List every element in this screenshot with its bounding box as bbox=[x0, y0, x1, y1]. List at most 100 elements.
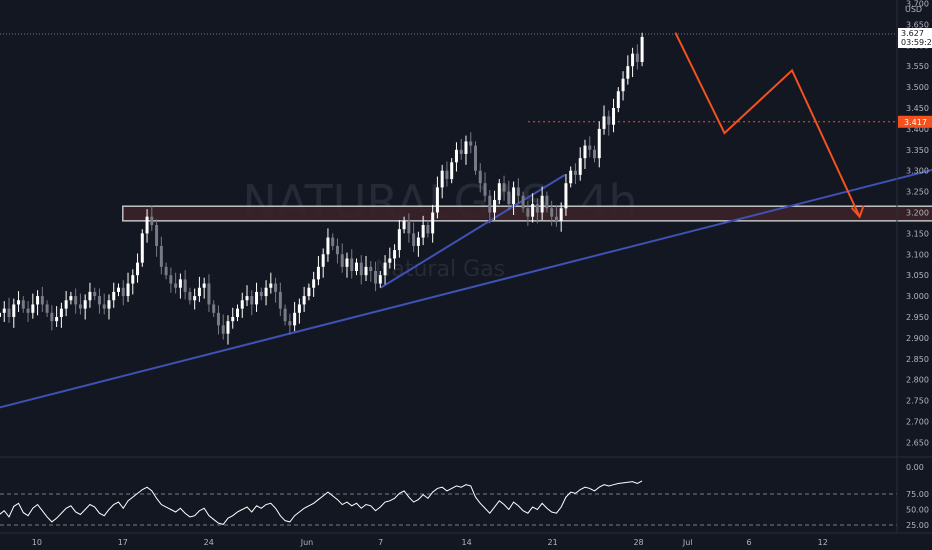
candle-body[interactable] bbox=[2, 308, 6, 313]
candle-body[interactable] bbox=[178, 279, 182, 288]
candle-body[interactable] bbox=[312, 279, 316, 288]
candle-body[interactable] bbox=[259, 291, 263, 297]
candle-body[interactable] bbox=[221, 325, 225, 334]
candle-body[interactable] bbox=[621, 78, 625, 92]
candle-body[interactable] bbox=[188, 291, 192, 301]
candle-body[interactable] bbox=[207, 283, 211, 305]
candle-body[interactable] bbox=[236, 308, 239, 317]
candle-body[interactable] bbox=[416, 237, 420, 246]
candle-body[interactable] bbox=[474, 145, 477, 171]
candle-body[interactable] bbox=[359, 262, 363, 276]
candle-body[interactable] bbox=[212, 304, 216, 313]
candle-body[interactable] bbox=[245, 296, 249, 301]
candle-body[interactable] bbox=[374, 271, 378, 284]
candle-body[interactable] bbox=[255, 291, 259, 305]
candle-body[interactable] bbox=[454, 149, 458, 163]
candle-body[interactable] bbox=[545, 195, 549, 209]
candle-body[interactable] bbox=[293, 312, 297, 326]
candle-body[interactable] bbox=[107, 300, 111, 309]
candle-body[interactable] bbox=[26, 308, 30, 313]
candle-body[interactable] bbox=[278, 291, 282, 309]
candle-body[interactable] bbox=[121, 287, 125, 297]
candle-body[interactable] bbox=[74, 296, 78, 305]
candle-body[interactable] bbox=[507, 191, 511, 205]
candle-body[interactable] bbox=[626, 66, 630, 79]
price-pane[interactable] bbox=[0, 32, 932, 409]
candle-body[interactable] bbox=[183, 279, 187, 292]
candle-body[interactable] bbox=[573, 170, 577, 175]
rsi-axis[interactable]: 0.00 75.00 50.00 25.00 bbox=[906, 463, 929, 530]
candle-body[interactable] bbox=[93, 291, 97, 297]
candle-body[interactable] bbox=[369, 266, 373, 272]
candle-body[interactable] bbox=[616, 91, 620, 108]
candle-body[interactable] bbox=[516, 187, 520, 196]
candle-body[interactable] bbox=[531, 204, 535, 217]
candle-body[interactable] bbox=[321, 254, 325, 267]
candle-body[interactable] bbox=[535, 204, 539, 213]
candle-body[interactable] bbox=[202, 283, 206, 288]
candle-body[interactable] bbox=[193, 296, 197, 301]
candle-body[interactable] bbox=[164, 266, 168, 276]
candle-body[interactable] bbox=[240, 300, 244, 309]
candle-body[interactable] bbox=[302, 296, 306, 305]
candle-body[interactable] bbox=[564, 183, 568, 209]
candle-body[interactable] bbox=[578, 158, 582, 175]
candle-body[interactable] bbox=[593, 149, 596, 159]
candle-body[interactable] bbox=[597, 128, 601, 159]
candle-body[interactable] bbox=[174, 283, 178, 288]
candle-body[interactable] bbox=[88, 291, 92, 301]
candle-body[interactable] bbox=[388, 258, 392, 263]
candle-body[interactable] bbox=[521, 195, 525, 209]
candle-body[interactable] bbox=[612, 107, 616, 125]
candle-body[interactable] bbox=[488, 195, 492, 213]
candle-body[interactable] bbox=[131, 275, 135, 284]
candle-body[interactable] bbox=[297, 304, 301, 313]
candle-body[interactable] bbox=[45, 304, 49, 313]
candle-body[interactable] bbox=[497, 183, 501, 200]
projection-path[interactable] bbox=[674, 32, 861, 218]
candle-body[interactable] bbox=[112, 291, 116, 301]
candle-body[interactable] bbox=[554, 216, 558, 221]
candle-body[interactable] bbox=[526, 208, 530, 217]
candle-body[interactable] bbox=[136, 262, 140, 276]
candle-body[interactable] bbox=[502, 183, 506, 192]
candle-body[interactable] bbox=[540, 195, 544, 213]
candle-body[interactable] bbox=[426, 225, 430, 234]
candle-body[interactable] bbox=[97, 296, 101, 305]
candle-body[interactable] bbox=[607, 116, 611, 125]
candle-body[interactable] bbox=[31, 304, 35, 313]
candle-body[interactable] bbox=[364, 266, 368, 276]
candle-body[interactable] bbox=[407, 220, 411, 234]
candle-body[interactable] bbox=[559, 208, 563, 221]
candle-body[interactable] bbox=[383, 262, 387, 276]
candle-body[interactable] bbox=[602, 116, 606, 129]
candle-body[interactable] bbox=[40, 296, 44, 305]
candle-body[interactable] bbox=[459, 149, 463, 154]
candle-body[interactable] bbox=[393, 250, 397, 259]
candle-body[interactable] bbox=[378, 275, 382, 284]
candle-body[interactable] bbox=[231, 316, 235, 322]
candle-body[interactable] bbox=[464, 141, 468, 154]
candle-body[interactable] bbox=[402, 220, 406, 230]
candle-body[interactable] bbox=[631, 53, 635, 67]
candle-body[interactable] bbox=[169, 275, 173, 284]
candle-body[interactable] bbox=[340, 254, 344, 267]
candle-body[interactable] bbox=[12, 304, 16, 317]
candle-body[interactable] bbox=[469, 141, 473, 146]
candle-body[interactable] bbox=[335, 245, 339, 255]
short-trend-line[interactable] bbox=[380, 174, 566, 289]
candle-body[interactable] bbox=[435, 187, 439, 213]
candle-body[interactable] bbox=[250, 296, 254, 305]
candle-body[interactable] bbox=[7, 308, 11, 317]
candle-body[interactable] bbox=[355, 262, 358, 272]
candle-body[interactable] bbox=[83, 300, 87, 309]
time-axis[interactable]: 10 17 24 Jun 7 14 21 28 Jul 6 12 bbox=[32, 538, 828, 547]
candle-body[interactable] bbox=[583, 145, 587, 159]
candle-body[interactable] bbox=[450, 162, 454, 180]
candle-body[interactable] bbox=[588, 145, 592, 150]
candle-body[interactable] bbox=[150, 216, 154, 226]
candle-body[interactable] bbox=[640, 36, 644, 63]
candle-body[interactable] bbox=[69, 296, 73, 301]
candle-body[interactable] bbox=[316, 266, 320, 280]
support-trend-line[interactable] bbox=[0, 154, 932, 409]
